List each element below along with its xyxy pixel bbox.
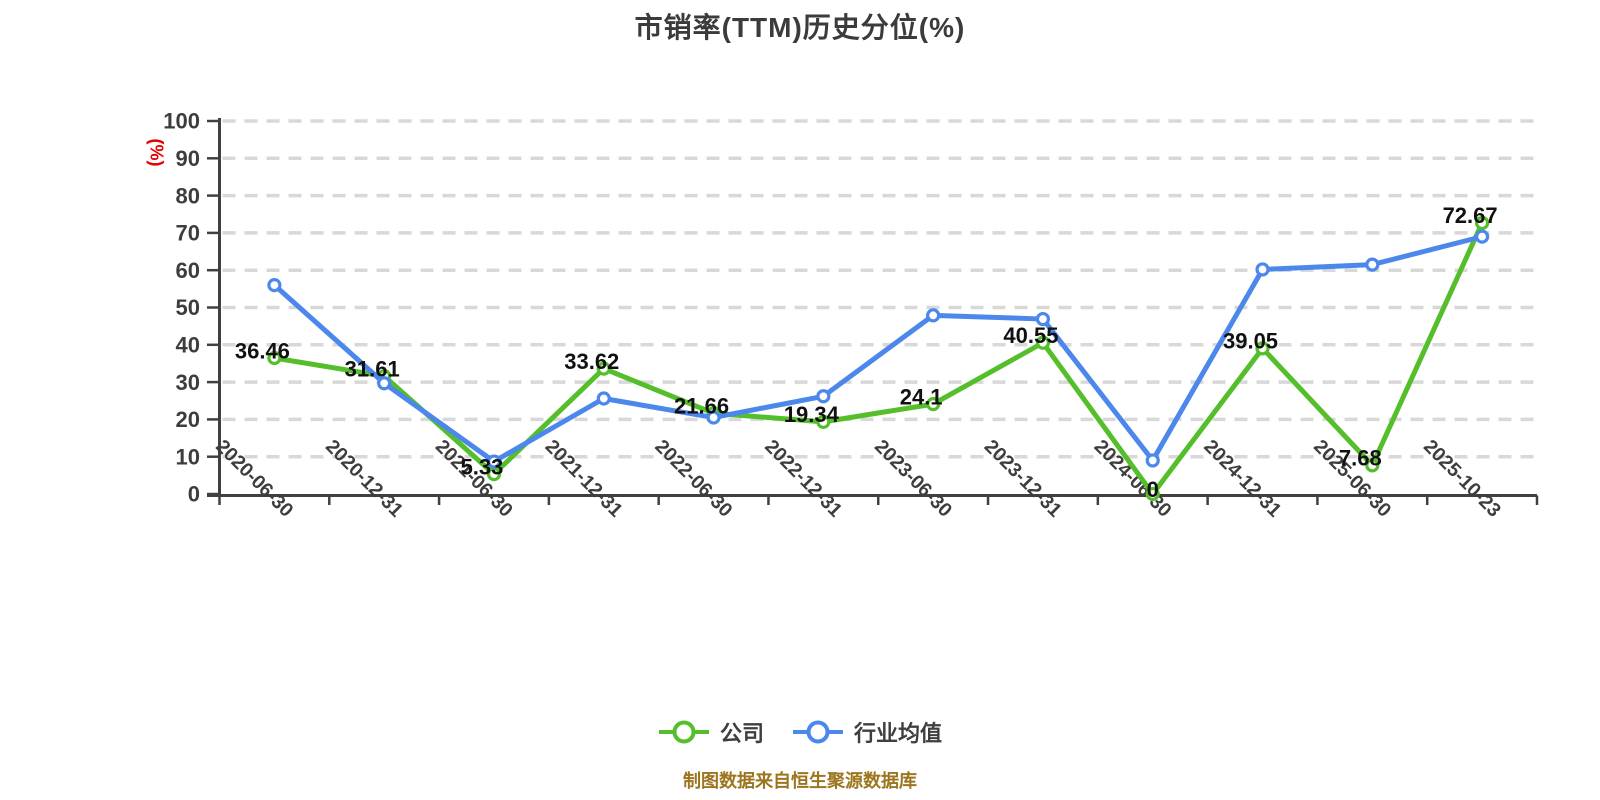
industry-series-line[interactable] [271, 234, 1485, 465]
company-legend-marker-icon [658, 720, 709, 744]
axes: 0 10 20 30 40 50 60 70 80 90 100 2020-06-30 2020-12-… [163, 109, 1539, 522]
x-axis-label: 2022-06-30 [650, 435, 736, 521]
company-data-point[interactable] [1145, 486, 1160, 502]
data-point-label: 36.46 [235, 338, 290, 363]
company-data-point[interactable] [926, 397, 941, 412]
chart-title: 市销率(TTM)历史分位(%) [634, 12, 966, 43]
legend: 公司 行业均值 [0, 716, 1600, 748]
data-labels: 36.46 31.61 5.33 33.62 21.66 19.34 24.1 40.55 0 3… [235, 203, 1498, 502]
industry-legend-marker-icon [793, 720, 843, 744]
data-point-label: 0 [1147, 477, 1159, 502]
y-axis-tick-label: 30 [176, 370, 200, 395]
y-axis-tick-label: 50 [176, 295, 200, 320]
y-axis-tick-label: 20 [176, 407, 200, 432]
company-data-point[interactable] [596, 361, 611, 376]
company-data-point[interactable] [1365, 458, 1380, 473]
y-axis-tick-label: 0 [188, 482, 200, 507]
industry-data-point[interactable] [1035, 311, 1051, 327]
legend-item-company[interactable]: 公司 [658, 716, 764, 748]
legend-label-company: 公司 [719, 721, 764, 746]
company-series-line[interactable] [271, 220, 1485, 497]
industry-data-point[interactable] [1365, 257, 1380, 272]
data-point-label: 21.66 [674, 393, 729, 418]
company-data-point[interactable] [267, 350, 282, 366]
data-point-label: 39.05 [1223, 329, 1278, 354]
company-data-point[interactable] [1035, 335, 1051, 350]
industry-data-point[interactable] [596, 391, 611, 406]
y-axis-tick-label: 70 [176, 221, 200, 246]
y-axis-tick-label: 10 [176, 444, 200, 469]
x-axis-label: 2023-12-31 [980, 435, 1066, 521]
data-point-label: 40.55 [1003, 323, 1058, 348]
data-point-label: 19.34 [784, 402, 840, 427]
y-axis-tick-label: 40 [176, 333, 200, 358]
industry-data-point[interactable] [267, 278, 282, 293]
legend-item-industry[interactable]: 行业均值 [792, 716, 942, 748]
company-data-point[interactable] [1475, 215, 1490, 231]
x-axis-label: 2022-12-31 [760, 435, 846, 521]
industry-data-point[interactable] [706, 410, 721, 425]
industry-data-point[interactable] [486, 454, 502, 469]
data-source-note: 制图数据来自恒生聚源数据库 [683, 771, 917, 791]
industry-series [267, 229, 1490, 469]
y-axis-tick-label: 60 [176, 258, 200, 283]
data-point-label: 5.33 [461, 454, 504, 479]
data-point-label: 33.62 [564, 349, 619, 374]
y-axis-tick-label: 100 [163, 109, 200, 134]
data-point-label: 7.68 [1339, 446, 1382, 471]
industry-data-point[interactable] [377, 376, 392, 391]
data-point-label: 31.61 [345, 356, 400, 381]
x-axis-label: 2020-06-30 [211, 435, 297, 521]
y-axis-tick-label: 80 [176, 183, 200, 208]
industry-data-point[interactable] [816, 389, 831, 404]
x-axis-label: 2020-12-31 [321, 435, 407, 521]
company-data-point[interactable] [816, 414, 831, 429]
industry-data-point[interactable] [1255, 262, 1270, 277]
industry-data-point[interactable] [1475, 229, 1490, 244]
legend-label-industry: 行业均值 [854, 721, 943, 746]
y-axis-tick-label: 90 [176, 146, 200, 171]
industry-data-point[interactable] [926, 308, 941, 323]
x-axis-label: 2023-06-30 [870, 435, 956, 521]
company-data-point[interactable] [1255, 341, 1270, 356]
x-axis-label: 2024-12-31 [1199, 435, 1285, 521]
data-point-label: 24.1 [900, 384, 943, 409]
x-axis-label: 2021-12-31 [541, 435, 627, 521]
x-axis-label: 2025-10-23 [1419, 435, 1505, 521]
industry-data-point[interactable] [1145, 453, 1160, 468]
data-point-label: 72.67 [1443, 203, 1498, 228]
